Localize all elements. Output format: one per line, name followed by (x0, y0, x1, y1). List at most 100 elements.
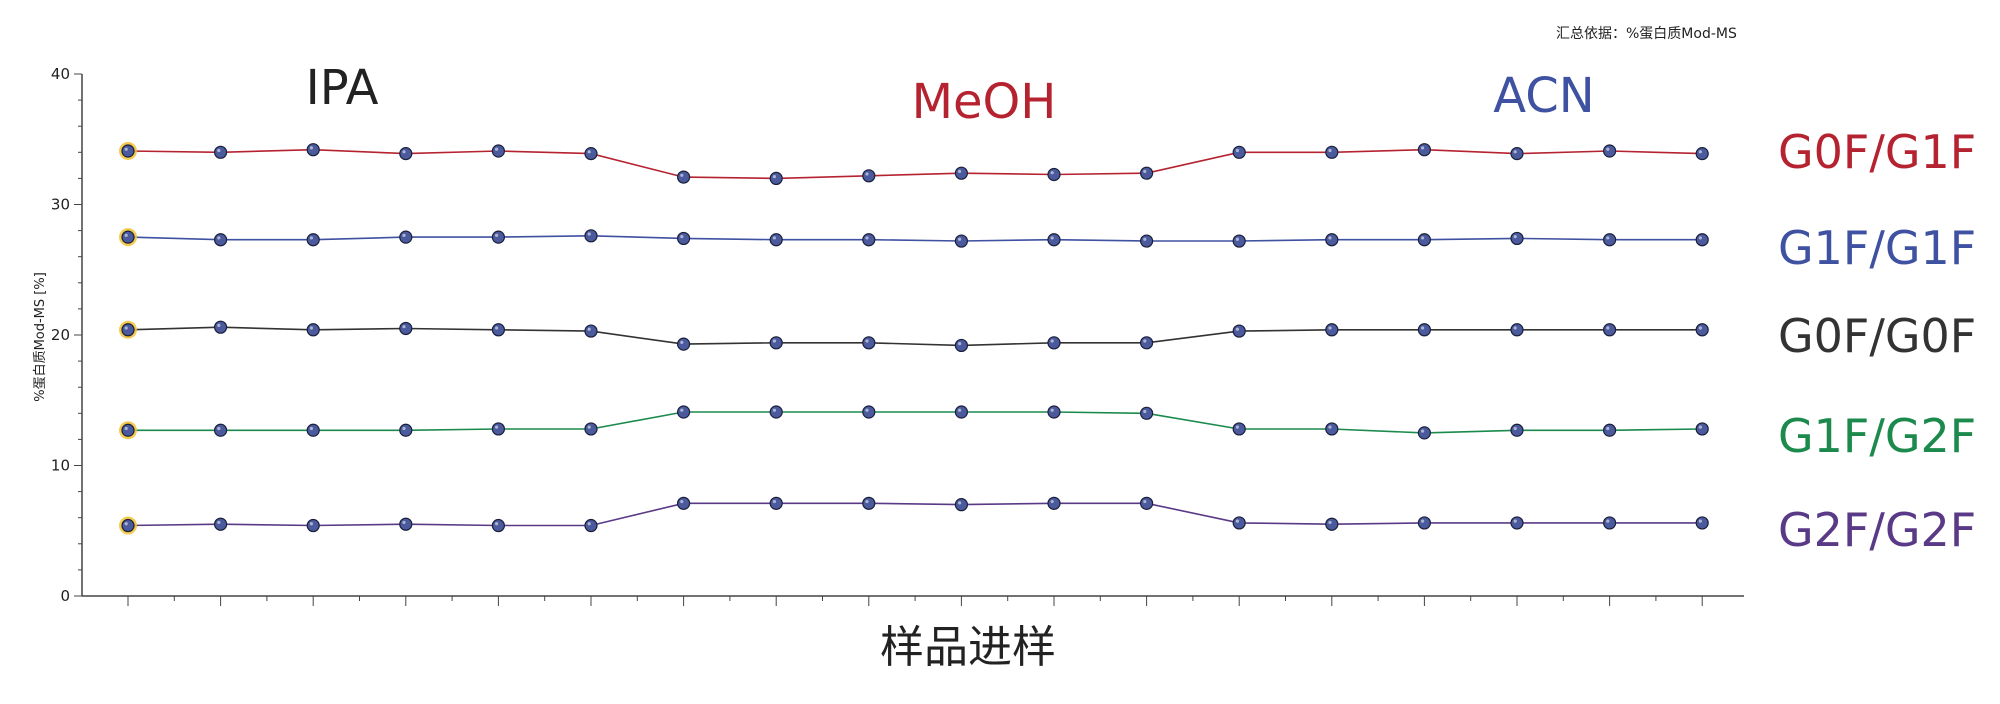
data-point (1325, 145, 1339, 159)
data-point (1139, 496, 1154, 510)
data-point-highlight (402, 150, 406, 154)
data-point-highlight (772, 339, 777, 343)
series-label-4: G2F/G2F (1778, 503, 1976, 557)
data-point-highlight (217, 236, 221, 240)
data-point (1325, 517, 1339, 531)
data-point (1139, 166, 1154, 180)
series-label-1: G1F/G1F (1778, 221, 1976, 275)
data-point-highlight (402, 426, 406, 431)
data-point (1602, 144, 1617, 158)
data-point (1232, 145, 1246, 159)
data-point-highlight (680, 340, 684, 344)
data-point (1232, 234, 1246, 248)
data-point-highlight (1698, 425, 1702, 429)
data-point-highlight (217, 148, 221, 153)
data-point-highlight (124, 522, 128, 526)
data-point-highlight (958, 501, 962, 505)
series-line-0 (127, 148, 1703, 180)
data-point (1325, 323, 1339, 337)
data-point (1139, 234, 1154, 248)
data-point-highlight (217, 426, 221, 431)
series-line-1 (127, 234, 1703, 242)
data-point (1695, 233, 1709, 247)
data-point-highlight (1513, 326, 1517, 330)
data-point-highlight (1143, 339, 1147, 343)
data-point-highlight (402, 233, 406, 237)
data-point-highlight (680, 173, 684, 177)
data-point-highlight (1050, 408, 1054, 412)
data-point-highlight (1235, 519, 1239, 523)
series-label-0: G0F/G1F (1778, 125, 1976, 179)
data-point (584, 518, 598, 533)
data-point (954, 498, 969, 512)
data-point (399, 517, 413, 531)
data-point (862, 233, 876, 247)
data-point (1510, 423, 1524, 437)
data-point (306, 143, 320, 157)
data-point-highlight (1698, 326, 1702, 330)
data-point-highlight (402, 325, 406, 329)
data-point-highlight (309, 426, 313, 431)
data-point (1047, 167, 1061, 182)
data-point (1232, 422, 1246, 436)
data-point (1232, 516, 1246, 530)
data-point-highlight (772, 236, 777, 240)
series-label-3: G1F/G2F (1778, 409, 1976, 463)
data-point-highlight (1606, 519, 1610, 523)
data-point-highlight (1421, 326, 1425, 330)
data-point (1510, 231, 1524, 246)
y-tick-label: 40 (51, 65, 70, 83)
data-point (306, 423, 320, 437)
data-point (1417, 233, 1432, 247)
data-point-highlight (309, 236, 313, 240)
data-point (1047, 233, 1061, 247)
data-point-highlight (1421, 236, 1425, 240)
data-point-highlight (1328, 520, 1332, 525)
data-point (584, 229, 598, 243)
group-label-ipa: IPA (306, 60, 379, 116)
data-point (1047, 405, 1061, 419)
data-point-highlight (309, 146, 313, 150)
data-point-highlight (865, 339, 869, 343)
data-point (1695, 516, 1709, 530)
data-point (1417, 323, 1432, 337)
data-point-highlight (1421, 519, 1425, 523)
data-point-highlight (1513, 519, 1517, 523)
data-point-highlight (1698, 236, 1702, 240)
data-point (954, 405, 969, 419)
data-point-highlight (495, 326, 499, 330)
data-point (1139, 406, 1154, 420)
series-label-2: G0F/G0F (1778, 309, 1976, 363)
data-point-highlight (865, 499, 869, 504)
data-point (214, 233, 228, 247)
data-point (306, 233, 320, 247)
data-point (1602, 233, 1617, 247)
data-point-highlight (680, 499, 684, 504)
data-point-highlight (1050, 171, 1054, 175)
data-point-highlight (1143, 409, 1147, 414)
data-points (119, 141, 1709, 535)
data-point-highlight (958, 169, 962, 173)
data-point (1695, 422, 1709, 436)
series-line-3 (128, 411, 1703, 434)
data-point (862, 169, 876, 183)
data-point-highlight (1235, 425, 1239, 429)
data-point (1232, 324, 1246, 338)
data-point-highlight (1698, 519, 1702, 523)
data-point-highlight (124, 147, 128, 151)
data-point-highlight (1235, 148, 1239, 153)
data-point-highlight (1698, 150, 1702, 154)
data-point (769, 405, 783, 419)
data-point-highlight (1606, 236, 1610, 240)
data-point-highlight (1606, 426, 1610, 431)
data-point (1047, 336, 1061, 350)
data-point (954, 234, 969, 248)
data-point (214, 517, 228, 531)
data-point-highlight (865, 172, 869, 176)
data-point-highlight (958, 408, 962, 412)
data-point-highlight (680, 408, 684, 412)
data-point (862, 496, 876, 510)
group-label-meoh: MeOH (912, 74, 1057, 130)
data-point-highlight (1513, 150, 1517, 154)
y-axis-label: %蛋白质Mod-MS [%] (32, 272, 48, 402)
